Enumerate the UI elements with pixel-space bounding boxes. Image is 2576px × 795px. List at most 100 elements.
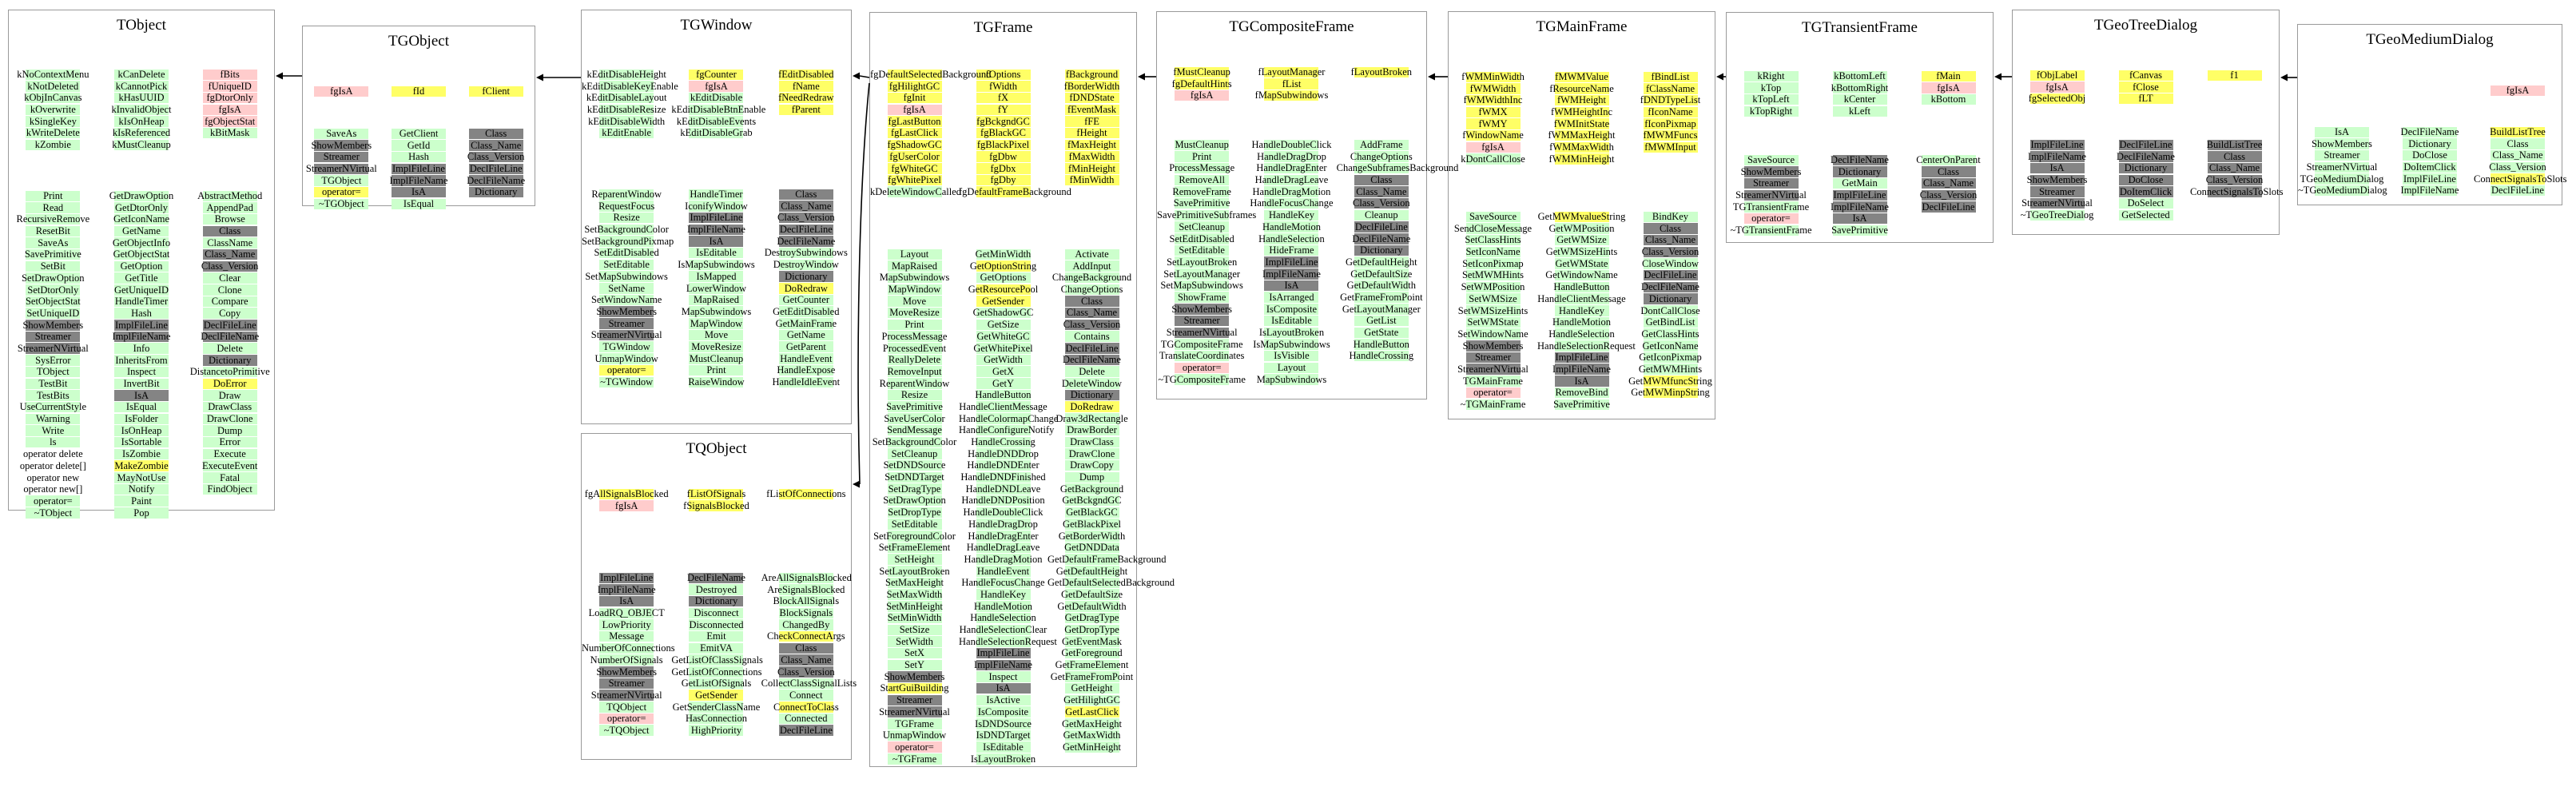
member-item[interactable]: ImplFileName (959, 659, 1047, 671)
member-item[interactable]: fgIsA (2013, 81, 2101, 93)
member-item[interactable]: SetCleanup (870, 448, 959, 460)
member-item[interactable]: GetLastClick (1047, 706, 1136, 718)
member-item[interactable]: HandleMotion (1246, 221, 1336, 233)
member-item[interactable]: IsA (1537, 376, 1626, 388)
member-item[interactable]: GetDefaultSelectedBackground (1047, 577, 1175, 589)
member-item[interactable]: HandleDragEnter (959, 531, 1047, 543)
member-item[interactable]: HandleButton (1337, 339, 1426, 351)
member-item[interactable]: BuildListTree (2474, 126, 2562, 138)
member-item[interactable]: fgBlackGC (959, 127, 1047, 139)
member-item[interactable]: fgInit (870, 92, 959, 104)
member-item[interactable]: GetDNDData (1047, 542, 1136, 554)
member-item[interactable]: RemoveAll (1157, 174, 1246, 186)
member-item[interactable]: fClient (457, 85, 535, 97)
member-item[interactable]: GetLayoutManager (1337, 304, 1426, 316)
member-item[interactable]: Draw (185, 390, 274, 402)
member-item[interactable]: fBorderWidth (1047, 81, 1136, 93)
member-item[interactable]: GetDefaultHeight (1047, 566, 1136, 578)
member-item[interactable]: IsLayoutBroken (1246, 327, 1336, 339)
member-item[interactable]: BindKey (1626, 211, 1715, 223)
member-item[interactable]: DeclFileLine (2101, 139, 2190, 151)
member-item[interactable]: GetId (380, 140, 458, 152)
member-item[interactable]: IsDNDSource (959, 718, 1047, 730)
member-item[interactable]: Fatal (185, 472, 274, 484)
member-item[interactable]: ImplFileName (2386, 185, 2474, 197)
member-item[interactable]: SysError (9, 355, 97, 367)
member-item[interactable]: GetEventMask (1047, 636, 1136, 648)
member-item[interactable]: fMinHeight (1047, 163, 1136, 175)
member-item[interactable]: IsA (1815, 213, 1904, 225)
member-item[interactable]: kCannotPick (97, 81, 186, 93)
member-item[interactable]: TranslateCoordinates (1157, 350, 1246, 362)
member-item[interactable]: GetOptions (959, 272, 1047, 284)
member-item[interactable]: Class (2190, 151, 2279, 163)
member-item[interactable]: fgWhiteGC (870, 163, 959, 175)
member-item[interactable]: SetWMSize (1449, 293, 1537, 305)
member-item[interactable]: IsSortable (97, 436, 186, 448)
member-item[interactable]: fgBckgndGC (959, 116, 1047, 128)
member-item[interactable]: GetForeground (1047, 647, 1136, 659)
member-item[interactable]: fgIsA (2474, 85, 2562, 97)
class-title-tgeomediumdialog[interactable]: TGeoMediumDialog (2366, 31, 2494, 48)
member-item[interactable]: Delete (1047, 366, 1136, 378)
member-item[interactable]: ShowMembers (1449, 340, 1537, 352)
member-item[interactable]: IsComposite (1246, 304, 1336, 316)
member-item[interactable]: GetEditDisabled (761, 306, 851, 318)
member-item[interactable]: DrawClass (1047, 436, 1136, 448)
member-item[interactable]: fgLastButton (870, 116, 959, 128)
member-item[interactable]: GetWMSize (1537, 234, 1626, 246)
member-item[interactable]: IsLayoutBroken (959, 753, 1047, 765)
member-item[interactable]: Cleanup (1337, 209, 1426, 221)
member-item[interactable]: RecursiveRemove (9, 213, 97, 225)
member-item[interactable]: fgHilightGC (870, 81, 959, 93)
member-item[interactable]: TObject (9, 366, 97, 378)
member-item[interactable]: GetSize (959, 319, 1047, 331)
member-item[interactable]: Class (1626, 223, 1715, 235)
member-item[interactable]: Move (870, 296, 959, 308)
member-item[interactable]: operator new[] (9, 483, 97, 495)
member-item[interactable]: LoadRQ_OBJECT (582, 607, 671, 619)
member-item[interactable]: GetOptionString (959, 260, 1047, 272)
member-item[interactable]: GetMainFrame (761, 318, 851, 330)
member-item[interactable]: Browse (185, 213, 274, 225)
member-item[interactable]: SetLayoutManager (1157, 268, 1246, 280)
member-item[interactable]: fgSelectedObj (2013, 93, 2101, 105)
member-item[interactable]: fWMMinWidth (1449, 71, 1537, 83)
member-item[interactable]: IsArranged (1246, 292, 1336, 304)
member-item[interactable]: Class (1337, 174, 1426, 186)
member-item[interactable]: DeclFileLine (457, 163, 535, 175)
member-item[interactable]: fBindList (1626, 71, 1715, 83)
member-item[interactable]: operator= (582, 364, 671, 376)
member-item[interactable]: Execute (185, 448, 274, 460)
class-title-tgcompositeframe[interactable]: TGCompositeFrame (1229, 18, 1354, 35)
member-item[interactable]: Move (671, 329, 761, 341)
member-item[interactable]: HandleDNDDrop (959, 448, 1047, 460)
member-item[interactable]: SetLayoutBroken (1157, 256, 1246, 268)
member-item[interactable]: fY (959, 104, 1047, 116)
member-item[interactable]: fWMY (1449, 118, 1537, 130)
member-item[interactable]: GetDtorOnly (97, 202, 186, 214)
member-item[interactable]: ShowMembers (2013, 174, 2101, 186)
member-item[interactable]: DistancetoPrimitive (185, 366, 274, 378)
member-item[interactable]: IsA (1246, 280, 1336, 292)
member-item[interactable]: SetWMState (1449, 316, 1537, 328)
member-item[interactable]: kTopRight (1727, 105, 1815, 117)
member-item[interactable]: GetDefaultHeight (1337, 256, 1426, 268)
class-title-tgeotreedialog[interactable]: TGeoTreeDialog (2093, 17, 2198, 34)
member-item[interactable]: Print (1157, 151, 1246, 163)
member-item[interactable]: fSignalsBlocked (671, 500, 761, 512)
member-item[interactable]: fX (959, 92, 1047, 104)
member-item[interactable]: Class (761, 189, 851, 201)
member-item[interactable]: Paint (97, 495, 186, 507)
member-item[interactable]: GetBlackPixel (1047, 519, 1136, 531)
member-item[interactable]: fCanvas (2101, 70, 2190, 81)
member-item[interactable]: SetWMPosition (1449, 281, 1537, 293)
member-item[interactable]: fgDtorOnly (185, 92, 274, 104)
member-item[interactable]: fList (1246, 78, 1336, 90)
member-item[interactable]: StreamerNVirtual (2298, 161, 2386, 173)
member-item[interactable]: GetWhitePixel (959, 343, 1047, 355)
member-item[interactable]: StreamerNVirtual (9, 343, 97, 355)
member-item[interactable]: Dictionary (457, 186, 535, 198)
member-item[interactable]: GetClient (380, 128, 458, 140)
member-item[interactable]: Layout (1246, 362, 1336, 374)
